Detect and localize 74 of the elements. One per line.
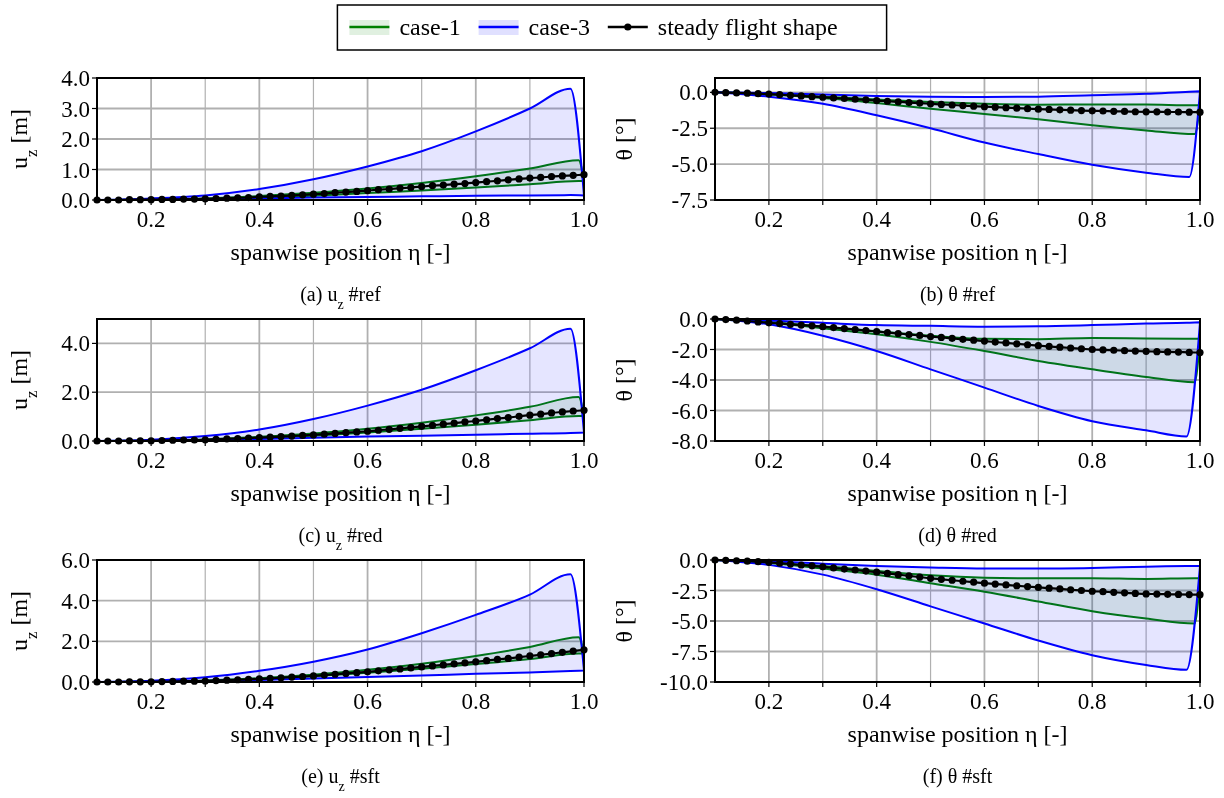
y-tick-label: -2.5 <box>671 116 708 142</box>
text: (a) u$_{z}$ #ref <box>300 283 382 312</box>
y-tick-label: 1.0 <box>61 157 90 183</box>
x-tick-label: 0.6 <box>970 689 999 714</box>
y-tick-label: 4.0 <box>61 588 90 614</box>
y-tick-label: 0.0 <box>61 429 90 454</box>
y-tick-label: 0.0 <box>61 188 90 213</box>
x-tick-label: 0.4 <box>244 689 275 714</box>
y-tick-label: -2.0 <box>671 337 708 363</box>
x-tick-label: 0.6 <box>353 448 382 473</box>
x-tick-label: 0.2 <box>754 448 784 473</box>
x-tick-label: 0.6 <box>353 207 382 232</box>
x-tick-label: 1.0 <box>1185 207 1215 232</box>
x-tick-label: 1.0 <box>569 689 599 714</box>
y-axis-title: θ [°] <box>611 117 637 161</box>
y-tick-label: 2.0 <box>61 127 90 152</box>
x-tick-label: 0.4 <box>244 448 275 473</box>
x-tick-label: 0.4 <box>862 207 892 232</box>
y-tick-label: 3.0 <box>61 96 90 122</box>
x-tick-label: 1.0 <box>569 448 599 473</box>
x-tick-label: 1.0 <box>1185 448 1215 473</box>
y-tick-label: 2.0 <box>61 629 90 655</box>
legend-label: steady flight shape <box>657 14 838 40</box>
y-tick-label: 0.0 <box>61 670 90 695</box>
y-axis-title: θ [°] <box>611 599 637 643</box>
x-tick-label: 0.8 <box>461 207 491 232</box>
text: (e) u$_{z}$ #sft <box>301 765 381 794</box>
y-axis-title: θ [°] <box>611 358 637 402</box>
y-tick-label: 6.0 <box>61 548 90 573</box>
y-tick-label: -10.0 <box>660 670 708 695</box>
y-tick-label: -6.0 <box>671 398 708 424</box>
x-axis-title: spanwise position η [-] <box>230 480 451 506</box>
x-tick-label: 0.2 <box>136 448 166 473</box>
y-tick-label: -7.5 <box>671 188 708 213</box>
y-tick-label: -2.5 <box>671 578 708 604</box>
y-tick-label: -8.0 <box>671 429 708 454</box>
x-axis-title: spanwise position η [-] <box>847 239 1068 265</box>
x-tick-label: 0.6 <box>970 207 999 232</box>
y-tick-label: 4.0 <box>61 66 90 91</box>
x-tick-label: 0.6 <box>353 689 382 714</box>
x-tick-label: 0.4 <box>862 448 892 473</box>
x-tick-label: 0.8 <box>1077 689 1107 714</box>
x-tick-label: 0.8 <box>1077 448 1107 473</box>
x-axis-title: spanwise position η [-] <box>230 721 451 747</box>
legend-label: case-1 <box>399 14 461 40</box>
x-tick-label: 1.0 <box>1185 689 1215 714</box>
y-tick-label: 4.0 <box>61 331 90 357</box>
x-tick-label: 1.0 <box>569 207 599 232</box>
x-tick-label: 0.8 <box>461 448 491 473</box>
y-tick-label: -5.0 <box>671 609 708 634</box>
x-axis-title: spanwise position η [-] <box>847 721 1068 747</box>
x-tick-label: 0.2 <box>136 689 166 714</box>
x-tick-label: 0.8 <box>1077 207 1107 232</box>
y-tick-label: 0.0 <box>679 80 708 106</box>
text: (f) θ #sft <box>922 765 993 788</box>
legend-label: case-3 <box>528 14 590 40</box>
x-tick-label: 0.4 <box>862 689 892 714</box>
y-tick-label: 0.0 <box>679 307 708 332</box>
x-tick-label: 0.6 <box>970 448 999 473</box>
text: (c) u$_{z}$ #red <box>298 524 383 553</box>
y-tick-label: -5.0 <box>671 152 708 178</box>
y-tick-label: -7.5 <box>671 639 708 665</box>
y-tick-label: -4.0 <box>671 368 708 393</box>
text: (d) θ #red <box>918 524 997 547</box>
y-tick-label: 0.0 <box>679 548 708 573</box>
x-tick-label: 0.4 <box>244 207 275 232</box>
x-axis-title: spanwise position η [-] <box>230 239 451 265</box>
x-axis-title: spanwise position η [-] <box>847 480 1068 506</box>
y-tick-label: 2.0 <box>61 380 90 406</box>
text: (b) θ #ref <box>919 283 996 306</box>
x-tick-label: 0.2 <box>754 207 784 232</box>
x-tick-label: 0.2 <box>136 207 166 232</box>
x-tick-label: 0.2 <box>754 689 784 714</box>
x-tick-label: 0.8 <box>461 689 491 714</box>
